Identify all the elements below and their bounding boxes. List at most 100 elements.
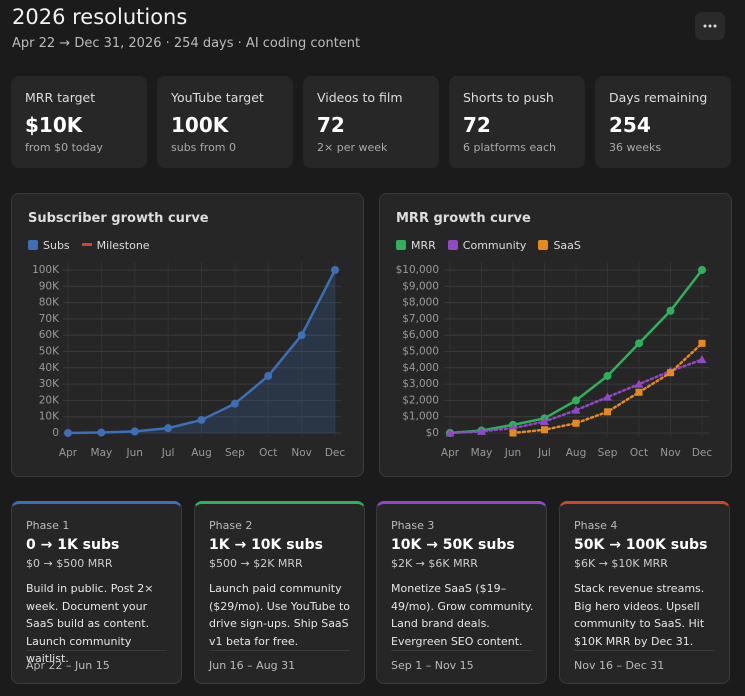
phase-description: Monetize SaaS ($19–49/mo). Grow communit…	[391, 582, 534, 648]
x-tick-label: Apr	[441, 447, 460, 459]
chart-title: Subscriber growth curve	[28, 211, 209, 226]
legend-label: Subs	[43, 239, 70, 252]
menu-button[interactable]	[695, 12, 725, 40]
phase-card: Phase 3 10K → 50K subs $2K → $6K MRR Moneti…	[376, 501, 547, 684]
x-tick-label: Jun	[504, 447, 521, 459]
marker	[635, 339, 643, 348]
marker	[331, 266, 339, 274]
marker	[445, 428, 455, 437]
phase-mrr: $2K → $6K MRR	[391, 557, 478, 570]
marker	[264, 371, 273, 380]
marker	[603, 392, 612, 401]
y-tick-label: 10K	[39, 411, 60, 423]
marker	[97, 428, 106, 437]
phase-description: Stack revenue streams. Big hero videos. …	[574, 582, 705, 648]
marker	[697, 355, 707, 364]
marker	[541, 426, 548, 434]
y-tick-label: 70K	[39, 313, 60, 325]
marker	[603, 371, 612, 380]
x-tick-label: Aug	[566, 447, 587, 459]
legend: Subs Milestone	[28, 239, 150, 252]
stat-card: MRR target $10K from $0 today	[11, 76, 147, 168]
y-tick-label: $3,000	[402, 378, 439, 390]
y-tick-label: $9,000	[402, 280, 439, 292]
phase-dates: Nov 16 – Dec 31	[574, 650, 715, 672]
marker	[164, 424, 173, 433]
phase-label: Phase 4	[574, 519, 618, 532]
x-tick-label: Jul	[161, 447, 175, 459]
phase-title: 50K → 100K subs	[574, 537, 708, 553]
phase-label: Phase 1	[26, 519, 70, 532]
y-tick-label: 60K	[39, 329, 60, 341]
y-tick-label: $8,000	[402, 297, 439, 309]
y-tick-label: $5,000	[402, 346, 439, 358]
stat-label: Shorts to push	[463, 90, 554, 105]
x-tick-label: Sep	[225, 447, 245, 459]
x-tick-label: May	[471, 447, 493, 459]
phase-dates: Apr 22 – Jun 15	[26, 650, 167, 672]
phase-title: 0 → 1K subs	[26, 537, 120, 553]
y-tick-label: $0	[426, 427, 439, 439]
marker	[666, 306, 675, 315]
x-tick-label: Nov	[660, 447, 681, 459]
y-tick-label: $6,000	[402, 329, 439, 341]
x-tick-label: Aug	[191, 447, 212, 459]
stat-sub: 6 platforms each	[463, 141, 556, 154]
x-tick-label: Oct	[259, 447, 277, 459]
phase-dates: Sep 1 – Nov 15	[391, 650, 532, 672]
stat-value: 254	[609, 113, 651, 137]
phase-mrr: $500 → $2K MRR	[209, 557, 303, 570]
phase-mrr: $6K → $10K MRR	[574, 557, 668, 570]
x-tick-label: Jun	[126, 447, 143, 459]
legend-item: MRR	[396, 239, 436, 252]
phase-description: Build in public. Post 2× week. Document …	[26, 582, 154, 665]
y-tick-label: $7,000	[402, 313, 439, 325]
marker	[509, 429, 517, 437]
stat-sub: from $0 today	[25, 141, 103, 154]
y-tick-label: 40K	[39, 362, 60, 374]
marker	[571, 405, 581, 414]
title: 2026 resolutions	[12, 5, 188, 29]
stat-sub: 2× per week	[317, 141, 388, 154]
stat-value: 100K	[171, 113, 229, 137]
legend-swatch	[396, 240, 406, 250]
y-tick-label: $4,000	[402, 362, 439, 374]
marker	[572, 419, 580, 427]
legend: MRR Community SaaS	[396, 239, 581, 252]
chart-panel: Subscriber growth curve Subs Milestone 0 10K…	[11, 193, 364, 477]
x-tick-label: Oct	[630, 447, 648, 459]
chart-title: MRR growth curve	[396, 211, 531, 226]
chart: $0 $1,000 $2,000 $3,000 $4,000 $5,000 $6,000 $7…	[396, 262, 713, 459]
phase-description: Launch paid community ($29/mo). Use YouT…	[209, 582, 351, 648]
stat-value: 72	[463, 113, 491, 137]
phase-title: 10K → 50K subs	[391, 537, 515, 553]
phase-card: Phase 4 50K → 100K subs $6K → $10K MRR Stac…	[559, 501, 730, 684]
legend-item: Community	[447, 239, 527, 252]
y-tick-label: $2,000	[402, 394, 439, 406]
y-tick-label: 50K	[39, 346, 60, 358]
x-tick-label: Dec	[692, 447, 713, 459]
marker	[477, 426, 486, 435]
y-tick-label: 90K	[39, 280, 60, 292]
x-tick-label: Jul	[537, 447, 551, 459]
stat-label: Days remaining	[609, 90, 708, 105]
marker	[297, 331, 306, 340]
marker	[230, 399, 239, 408]
area	[68, 270, 335, 433]
legend-label: Community	[462, 239, 527, 252]
phase-label: Phase 2	[209, 519, 253, 532]
legend-label: SaaS	[553, 239, 581, 252]
x-tick-label: Sep	[598, 447, 618, 459]
legend-label: Milestone	[96, 239, 150, 252]
marker	[698, 339, 706, 347]
y-tick-label: 100K	[32, 264, 60, 276]
legend-item: Subs	[28, 239, 70, 252]
y-tick-label: 0	[52, 427, 59, 439]
phase-card: Phase 2 1K → 10K subs $500 → $2K MRR Launch…	[194, 501, 365, 684]
marker	[698, 266, 706, 274]
x-tick-label: Apr	[59, 447, 78, 459]
phase-mrr: $0 → $500 MRR	[26, 557, 113, 570]
legend-item: SaaS	[538, 239, 581, 252]
stat-sub: 36 weeks	[609, 141, 662, 154]
